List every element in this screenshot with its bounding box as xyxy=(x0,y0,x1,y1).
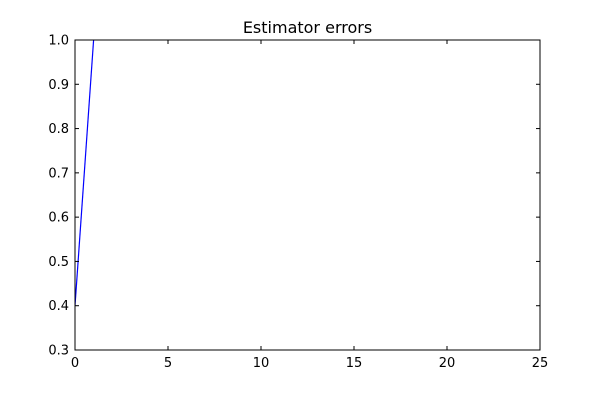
y-tick-label: 0.7 xyxy=(48,166,69,181)
y-tick-label: 0.6 xyxy=(48,211,69,226)
y-tick-label: 0.4 xyxy=(48,299,69,314)
y-tick-label: 0.3 xyxy=(48,344,69,359)
y-tick-label: 0.9 xyxy=(48,78,69,93)
chart-title: Estimator errors xyxy=(243,18,372,37)
x-tick-label: 0 xyxy=(71,356,79,371)
plot-frame xyxy=(74,39,541,351)
y-axis-ticks: 0.3 0.4 0.5 0.6 0.7 0.8 0.9 1.0 xyxy=(48,34,540,359)
x-tick-label: 5 xyxy=(164,356,172,371)
x-tick-label: 10 xyxy=(253,356,270,371)
y-tick-label: 0.8 xyxy=(48,122,69,137)
x-tick-label: 15 xyxy=(346,356,363,371)
plot-area xyxy=(75,40,540,350)
x-tick-label: 20 xyxy=(439,356,456,371)
x-axis-ticks: 0 5 10 15 20 25 xyxy=(71,40,548,371)
y-tick-label: 0.5 xyxy=(48,255,69,270)
x-tick-label: 25 xyxy=(532,356,549,371)
y-tick-label: 1.0 xyxy=(48,34,69,49)
